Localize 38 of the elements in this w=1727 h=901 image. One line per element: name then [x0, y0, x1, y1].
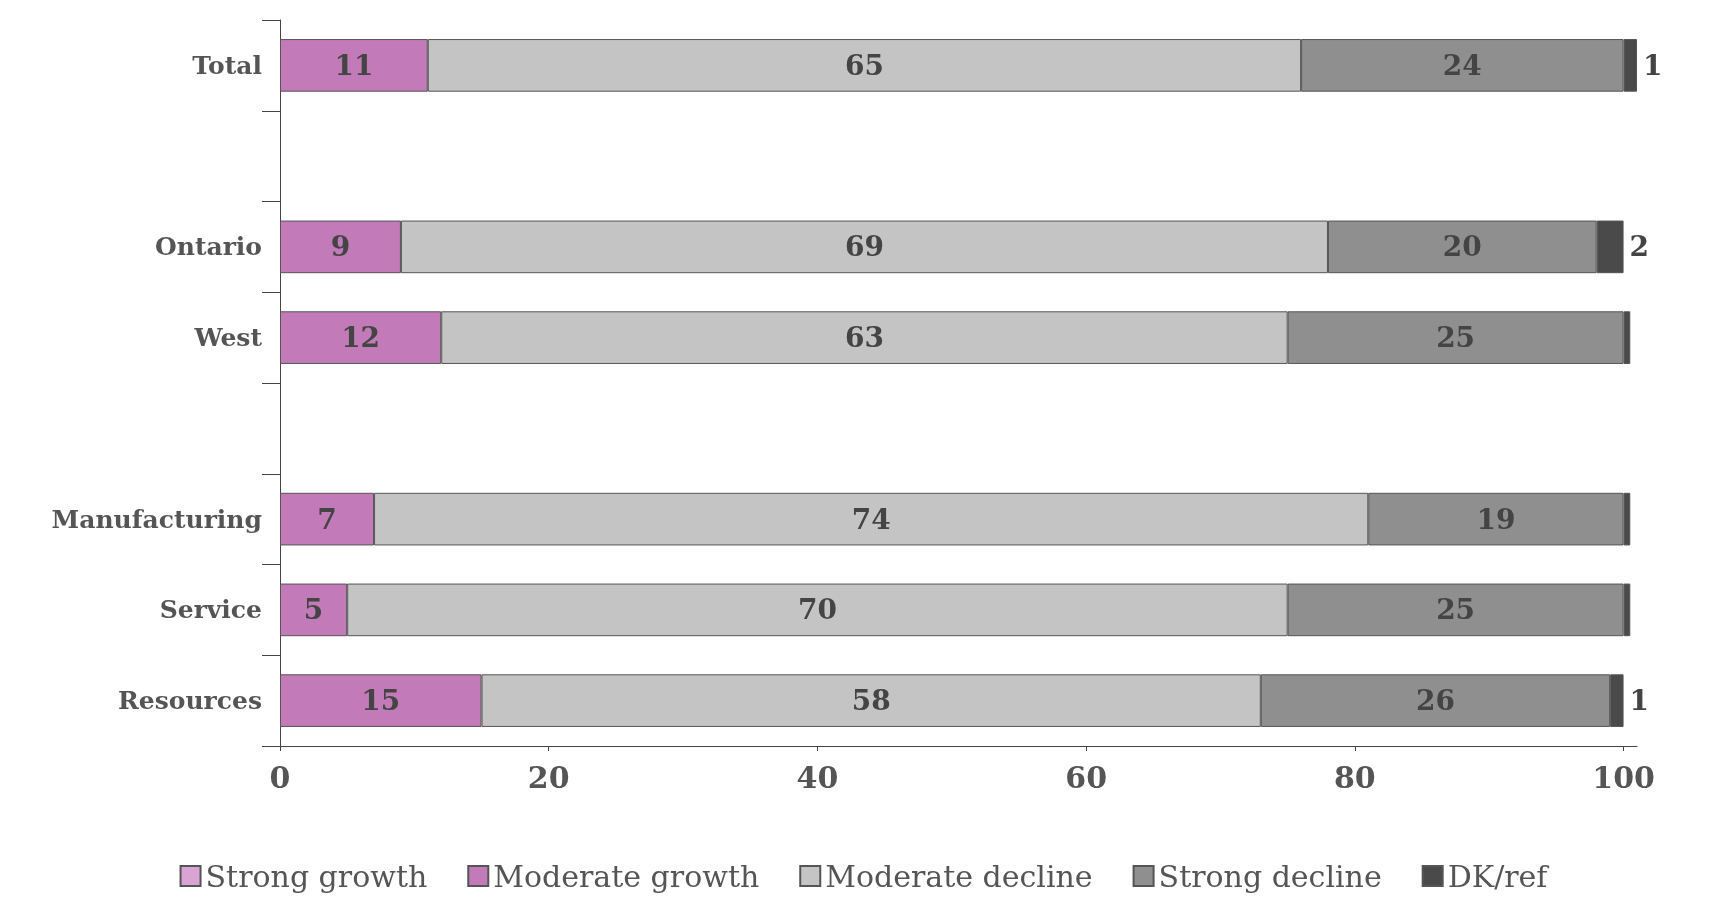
legend-label: DK/ref: [1447, 858, 1550, 894]
y-tick-label: West: [193, 323, 263, 353]
legend-label: Strong decline: [1158, 858, 1382, 894]
data-label: 58: [851, 684, 891, 718]
data-label: 1: [1629, 684, 1650, 718]
data-label: 11: [334, 48, 374, 82]
y-tick-label: Ontario: [154, 232, 262, 262]
data-label: 25: [1436, 321, 1476, 355]
y-tick-label: Total: [192, 50, 262, 80]
data-label: 2: [1629, 230, 1650, 264]
data-label: 1: [1643, 48, 1663, 82]
x-tick-label: 0: [269, 759, 291, 795]
x-tick-label: 60: [1065, 759, 1108, 795]
data-label: 9: [330, 230, 351, 264]
data-label: 19: [1476, 502, 1516, 536]
y-tick-label: Manufacturing: [51, 504, 262, 534]
legend-label: Moderate growth: [493, 858, 760, 894]
data-label: 26: [1415, 684, 1455, 718]
y-tick-label: Service: [159, 595, 262, 625]
data-label: 15: [361, 684, 401, 718]
data-label: 63: [844, 321, 884, 355]
x-tick-label: 100: [1592, 759, 1655, 795]
data-label: 69: [844, 230, 884, 264]
data-label: 74: [851, 502, 891, 536]
data-label: 5: [303, 593, 324, 627]
data-label: 12: [341, 321, 381, 355]
x-tick-label: 20: [527, 759, 570, 795]
data-label: 20: [1442, 230, 1482, 264]
data-label: 25: [1436, 593, 1476, 627]
data-label: 70: [797, 593, 837, 627]
x-tick-label: 40: [796, 759, 839, 795]
legend-label: Moderate decline: [825, 858, 1093, 894]
data-label: 65: [844, 48, 884, 82]
data-label: 7: [317, 502, 337, 536]
y-tick-label: Resources: [118, 686, 262, 716]
legend-label: Strong growth: [205, 858, 428, 894]
data-label: 24: [1442, 48, 1482, 82]
x-tick-label: 80: [1333, 759, 1376, 795]
